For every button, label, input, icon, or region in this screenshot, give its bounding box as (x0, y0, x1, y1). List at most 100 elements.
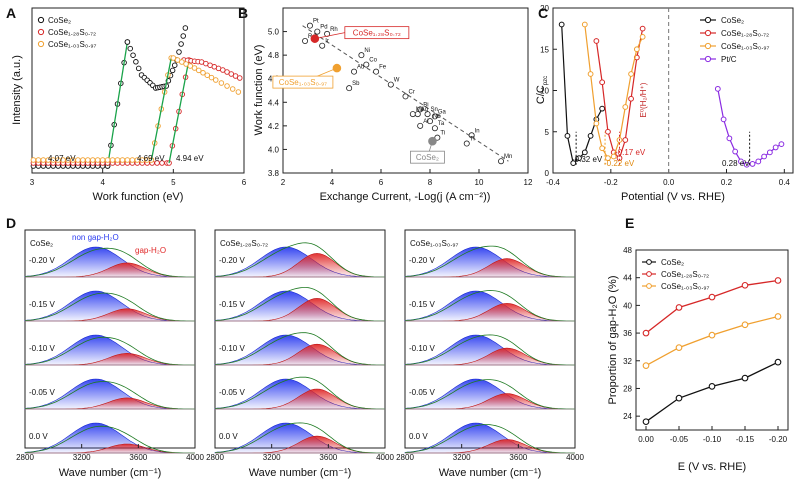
panel-b-point-label: Bi (423, 102, 428, 108)
panel-d-xtick-label: 3600 (129, 453, 147, 462)
panel-b-xtick-label: 2 (281, 178, 286, 187)
panel-b-highlight-leader (314, 32, 345, 40)
panel-a-point (114, 157, 121, 163)
panel-a-point (94, 157, 101, 163)
panel-c-point (778, 141, 785, 148)
panel-a-point (124, 157, 131, 163)
panel-e-ytick-label: 40 (623, 301, 632, 310)
panel-e-point (774, 277, 782, 284)
panel-b-point-label: Ag (421, 107, 428, 113)
panel-d-component-label-gap: gap-H₂O (135, 246, 166, 255)
panel-letter-c: C (538, 5, 548, 21)
panel-a-xtick-label: 6 (242, 178, 247, 187)
panel-c-point (633, 46, 640, 53)
panel-a-point (176, 49, 182, 55)
panel-e-point (708, 293, 716, 301)
panel-d-component-label-non-gap: non gap-H₂O (72, 233, 119, 242)
panel-b-point (417, 106, 424, 113)
panel-b-ytick-label: 4.0 (268, 145, 280, 154)
panel-b-frame (282, 7, 529, 174)
panel-b-highlight-box (344, 26, 410, 40)
panel-d-row-label: -0.10 V (409, 344, 435, 353)
panel-d-envelope (404, 245, 575, 278)
panel-c-point (599, 105, 606, 112)
panel-c-point (581, 149, 588, 156)
panel-b-point-label: Ni (364, 48, 370, 54)
panel-e-xtick-label: -0.15 (736, 435, 755, 444)
panel-a-fit-line (106, 41, 129, 167)
panel-letter-a: A (6, 5, 16, 21)
panel-c-point (720, 116, 727, 123)
panel-d-column-title: CoSe₁.₀₃S₀.₉₇ (410, 239, 459, 248)
panel-a-point (224, 69, 230, 75)
panel-b-point-label: Mo (416, 107, 425, 113)
panel-a-ylabel: Intensity (a.u.) (11, 55, 23, 125)
panel-c-point (564, 132, 571, 139)
panel-a-point (196, 67, 202, 74)
panel-e-point (741, 321, 749, 329)
panel-a-point (224, 83, 230, 89)
panel-a-curves (30, 25, 243, 169)
panel-a-point (127, 45, 133, 52)
panel-c-legend-label: CoSe₁.₀₃S₀.₉₇ (721, 42, 770, 51)
panel-d-xtick-label: 3600 (319, 453, 337, 462)
panel-a-point (171, 62, 178, 68)
panel-c-legend-marker (704, 55, 712, 63)
panel-d-xtick-label: 3200 (73, 453, 91, 462)
panel-b-point-label: In (475, 128, 480, 134)
panel-c-point (605, 128, 611, 135)
panel-b-point-label: W (394, 78, 400, 84)
panel-e-point (741, 281, 749, 289)
panel-d-xtick-label: 4000 (376, 453, 394, 462)
panel-a-point (35, 157, 42, 163)
panel-b-point-label: Nb (433, 114, 441, 120)
panel-d-row-label: 0.0 V (29, 432, 48, 441)
panel-e-ytick-label: 48 (623, 246, 632, 255)
panel-a-point (30, 157, 37, 163)
panel-b-point (351, 68, 358, 75)
panel-e-xtick-label: -0.20 (769, 435, 788, 444)
panel-a-point (228, 71, 235, 77)
panel-e-legend-label: CoSe₁.₀₃S₀.₉₇ (661, 282, 710, 291)
panel-c-legend-label: CoSe₁.₂₈S₀.₇₂ (721, 29, 769, 38)
panel-c-xtick-label: 0.2 (721, 178, 733, 187)
panel-b-point-label: Al (423, 119, 428, 125)
panel-b-point-label: Co (369, 58, 377, 64)
panel-c-ytick-label: 5 (545, 128, 550, 137)
panel-b-ytick-label: 4.8 (268, 51, 280, 60)
panel-b-xlabel: Exchange Current, -Log(j (A cm⁻²)) (320, 191, 491, 203)
panel-c-point (732, 148, 739, 155)
panel-c-point (605, 155, 611, 162)
panel-a-point (187, 63, 194, 69)
panel-e-xtick-label: -0.05 (670, 435, 689, 444)
panel-e-point (708, 331, 716, 339)
panel-c-point (639, 33, 646, 40)
panel-b-highlight-label: CoSe₁.₂₈S₀.₇₂ (353, 29, 401, 38)
panel-d-row-label: -0.20 V (29, 256, 55, 265)
panel-e-legend-label: CoSe₂ (661, 258, 684, 267)
panel-a-point (237, 75, 243, 81)
panel-b-xtick-label: 8 (428, 178, 433, 187)
panel-d-row-label: 0.0 V (409, 432, 428, 441)
panel-d-xlabel: Wave number (cm⁻¹) (439, 467, 542, 479)
panel-a-point (169, 67, 176, 74)
panel-c-point (749, 161, 756, 167)
panel-e-ticks: 0.00 -0.05 -0.10 -0.15 -0.20 24 28 32 36 40 44 48 (623, 246, 788, 444)
panel-d-row-label: -0.10 V (219, 344, 245, 353)
panel-b-point (373, 68, 380, 75)
panel-b-point (424, 111, 431, 118)
panel-b-ytick-label: 3.8 (268, 169, 280, 178)
panel-a-point (204, 72, 211, 78)
panel-a-annotation-3: 4.94 eV (176, 154, 204, 163)
panel-c-legend-label: Pt/C (721, 55, 737, 64)
panel-c-ytick-label: 10 (540, 87, 549, 96)
panel-d-envelope (404, 424, 575, 454)
panel-a-point (104, 157, 111, 163)
panel-c-annotation-4: 0.28 eV (722, 159, 750, 168)
panel-a-point (124, 39, 131, 45)
panel-c-ytick-label: 15 (540, 45, 549, 54)
panel-a-point (183, 61, 189, 67)
panel-a-point (235, 89, 242, 95)
panel-d-envelope (24, 292, 195, 322)
panel-d: CoSe₂ -0.20 V -0.15 V -0.10 V -0.05 V 0.0 V 28… (16, 229, 584, 479)
